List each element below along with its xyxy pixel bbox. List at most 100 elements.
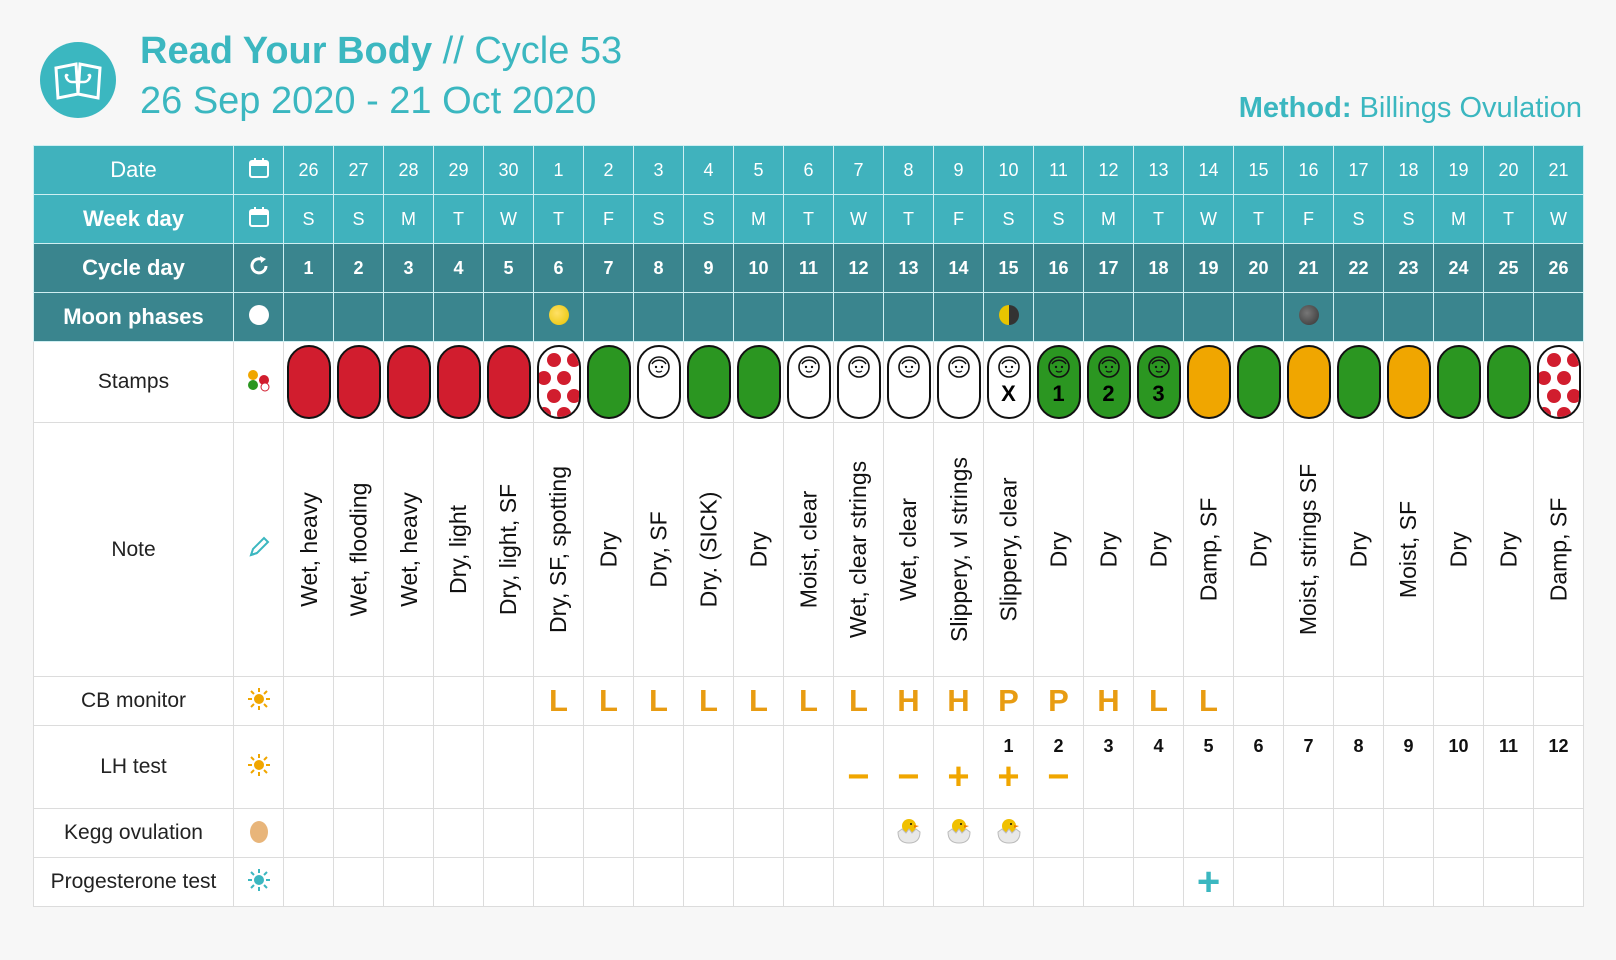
lh-cell[interactable] [533,725,584,809]
lh-cell[interactable]: 4 [1133,725,1184,809]
date-cell[interactable]: 4 [683,145,734,195]
progesterone-cell[interactable] [1333,857,1384,907]
kegg-cell[interactable] [1183,808,1234,858]
cb-cell[interactable] [483,676,534,726]
stamp-pill[interactable] [686,345,731,419]
note-cell[interactable]: Damp, SF [1183,422,1234,677]
kegg-cell[interactable] [783,808,834,858]
progesterone-cell[interactable] [1233,857,1284,907]
stamp-cell[interactable] [683,341,734,423]
progesterone-cell[interactable] [1533,857,1584,907]
note-cell[interactable]: Dry, light [433,422,484,677]
kegg-cell[interactable] [583,808,634,858]
lh-cell[interactable]: + [933,725,984,809]
lh-cell[interactable] [583,725,634,809]
lh-cell[interactable]: 10 [1433,725,1484,809]
cb-cell[interactable] [1333,676,1384,726]
lh-cell[interactable]: 2− [1033,725,1084,809]
lh-cell[interactable]: − [883,725,934,809]
progesterone-cell[interactable] [1283,857,1334,907]
kegg-cell[interactable] [333,808,384,858]
note-cell[interactable]: Dry. (SICK) [683,422,734,677]
kegg-cell[interactable] [983,808,1034,858]
progesterone-cell[interactable] [533,857,584,907]
stamp-cell[interactable] [383,341,434,423]
note-cell[interactable]: Wet, heavy [283,422,334,677]
note-cell[interactable]: Wet, heavy [383,422,434,677]
lh-cell[interactable]: 3 [1083,725,1134,809]
kegg-cell[interactable] [733,808,784,858]
stamp-cell[interactable] [1433,341,1484,423]
date-cell[interactable]: 6 [783,145,834,195]
note-cell[interactable]: Dry [733,422,784,677]
date-cell[interactable]: 8 [883,145,934,195]
stamp-cell[interactable] [833,341,884,423]
stamp-pill[interactable] [1536,345,1581,419]
kegg-cell[interactable] [1433,808,1484,858]
stamp-cell[interactable] [533,341,584,423]
kegg-cell[interactable] [433,808,484,858]
stamp-pill[interactable]: 1 [1036,345,1081,419]
cb-cell[interactable]: H [883,676,934,726]
progesterone-cell[interactable] [933,857,984,907]
lh-cell[interactable]: 8 [1333,725,1384,809]
stamp-cell[interactable]: 1 [1033,341,1084,423]
kegg-cell[interactable] [1033,808,1084,858]
cb-cell[interactable]: L [1183,676,1234,726]
lh-cell[interactable]: 12 [1533,725,1584,809]
progesterone-cell[interactable] [1083,857,1134,907]
cb-cell[interactable]: L [833,676,884,726]
stamp-pill[interactable]: 2 [1086,345,1131,419]
stamp-cell[interactable]: 3 [1133,341,1184,423]
note-cell[interactable]: Wet, clear [883,422,934,677]
app-logo[interactable] [40,42,116,118]
note-cell[interactable]: Dry [1233,422,1284,677]
stamp-pill[interactable] [1186,345,1231,419]
cb-cell[interactable] [1483,676,1534,726]
kegg-cell[interactable] [1483,808,1534,858]
lh-cell[interactable] [333,725,384,809]
date-cell[interactable]: 17 [1333,145,1384,195]
stamp-pill[interactable] [836,345,881,419]
note-cell[interactable]: Moist, clear [783,422,834,677]
kegg-cell[interactable] [683,808,734,858]
progesterone-cell[interactable] [1383,857,1434,907]
cb-cell[interactable]: P [1033,676,1084,726]
cb-cell[interactable] [433,676,484,726]
kegg-cell[interactable] [483,808,534,858]
kegg-cell[interactable] [533,808,584,858]
date-cell[interactable]: 11 [1033,145,1084,195]
date-cell[interactable]: 19 [1433,145,1484,195]
cb-cell[interactable]: L [1133,676,1184,726]
stamp-pill[interactable] [486,345,531,419]
kegg-cell[interactable] [1233,808,1284,858]
stamp-pill[interactable]: 3 [1136,345,1181,419]
kegg-cell[interactable] [1383,808,1434,858]
note-cell[interactable]: Dry, light, SF [483,422,534,677]
stamp-cell[interactable] [583,341,634,423]
kegg-cell[interactable] [833,808,884,858]
lh-cell[interactable] [433,725,484,809]
lh-cell[interactable]: 6 [1233,725,1284,809]
progesterone-cell[interactable] [333,857,384,907]
progesterone-cell[interactable] [483,857,534,907]
progesterone-cell[interactable] [733,857,784,907]
stamp-pill[interactable] [1336,345,1381,419]
note-cell[interactable]: Slippery, vl strings [933,422,984,677]
cb-cell[interactable]: L [583,676,634,726]
stamp-cell[interactable] [483,341,534,423]
date-cell[interactable]: 3 [633,145,684,195]
stamp-cell[interactable] [933,341,984,423]
note-cell[interactable]: Dry, SF, spotting [533,422,584,677]
lh-cell[interactable]: 11 [1483,725,1534,809]
stamp-pill[interactable] [786,345,831,419]
cb-cell[interactable] [283,676,334,726]
date-cell[interactable]: 10 [983,145,1034,195]
date-cell[interactable]: 21 [1533,145,1584,195]
progesterone-cell[interactable] [1483,857,1534,907]
stamp-cell[interactable] [633,341,684,423]
kegg-cell[interactable] [633,808,684,858]
note-cell[interactable]: Dry [583,422,634,677]
date-cell[interactable]: 1 [533,145,584,195]
progesterone-cell[interactable] [983,857,1034,907]
